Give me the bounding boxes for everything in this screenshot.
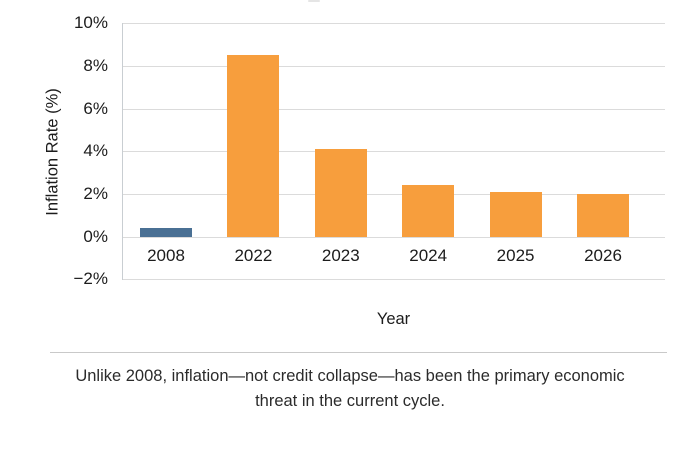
gridline-−2% — [122, 279, 665, 281]
bar-2023 — [314, 149, 367, 237]
gridline-8% — [122, 65, 665, 67]
chart-caption: Unlike 2008, inflation—not credit collap… — [0, 364, 700, 414]
y-tick-label-10%: 10% — [73, 13, 108, 32]
caption-line-2: threat in the current cycle. — [255, 392, 445, 410]
gridline-10% — [122, 23, 665, 24]
x-axis-title: Year — [376, 310, 411, 328]
bar-2024 — [402, 185, 455, 237]
divider-line — [50, 352, 667, 353]
y-tick-label-6%: 6% — [83, 98, 108, 118]
x-tick-label-2022: 2022 — [234, 246, 273, 265]
bar-2026 — [577, 194, 629, 237]
x-tick-label-2008: 2008 — [147, 246, 185, 265]
x-tick-label-2024: 2024 — [409, 246, 448, 265]
bar-2008 — [140, 228, 192, 237]
gridline-4% — [122, 151, 665, 153]
x-tick-label-2025: 2025 — [496, 246, 535, 265]
x-tick-label-2026: 2026 — [584, 246, 622, 265]
x-tick-label-2023: 2023 — [321, 246, 360, 265]
plot-area: 2008 2022 2023 2024 2025 2026 — [122, 23, 665, 281]
y-tick-label-4%: 4% — [83, 141, 108, 161]
y-axis-line — [122, 23, 123, 280]
bar-2022 — [227, 55, 280, 237]
y-tick-label-8%: 8% — [83, 55, 108, 75]
gridline-6% — [122, 108, 665, 110]
caption-line-1: Unlike 2008, inflation—not credit collap… — [75, 367, 625, 385]
gridline-0% — [122, 236, 665, 238]
inflation-bar-chart: Inflation Rate (%) 10% 8% 6% 4% 2% 0% −2% 2008… — [44, 0, 665, 328]
gridline-2% — [122, 194, 665, 195]
bar-2025 — [489, 191, 542, 237]
y-tick-label-2%: 2% — [83, 184, 108, 203]
y-tick-label-0%: 0% — [83, 226, 108, 246]
y-tick-label-−2%: −2% — [73, 269, 109, 289]
clipped-title-remnant — [308, 0, 320, 2]
